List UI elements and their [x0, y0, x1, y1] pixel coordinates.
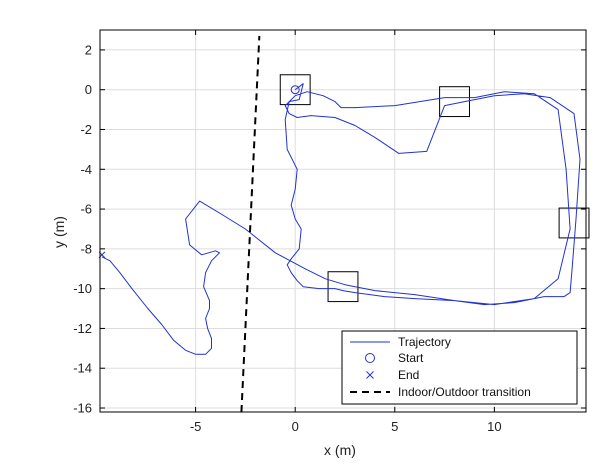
- y-axis-label: y (m): [51, 216, 67, 248]
- y-tick-label-1: 0: [85, 82, 92, 97]
- y-tick-label-3: -4: [80, 162, 92, 177]
- legend-start-marker: [365, 353, 375, 363]
- y-tick-label-6: -10: [73, 281, 92, 296]
- y-tick-label-2: -2: [80, 122, 92, 137]
- x-tick-label-0: -5: [190, 419, 202, 434]
- series-transition-line: [240, 35, 261, 413]
- y-tick-label-4: -6: [80, 202, 92, 217]
- legend: Trajectory Start End Indoor/Outdoor tran…: [341, 330, 578, 405]
- legend-transition-label: Indoor/Outdoor transition: [398, 385, 531, 399]
- data-layer: [98, 35, 590, 413]
- legend-start-label: Start: [398, 351, 424, 365]
- axes-layer: -5 0 5 10 2 0 -2 -4 -6 -8 -10 -12 -14 -16: [73, 29, 587, 434]
- y-tick-label-8: -14: [73, 361, 92, 376]
- legend-end-label: End: [398, 368, 419, 382]
- y-tick-label-7: -12: [73, 321, 92, 336]
- x-tick-label-3: 10: [487, 419, 501, 434]
- start-marker: [290, 85, 300, 95]
- y-tick-label-5: -8: [80, 241, 92, 256]
- label-layer: x (m) y (m): [51, 216, 356, 458]
- grid-layer: [100, 30, 586, 412]
- region-box-3: [327, 271, 359, 303]
- x-tick-label-1: 0: [292, 419, 299, 434]
- region-box-1: [439, 86, 470, 118]
- legend-trajectory-label: Trajectory: [398, 335, 451, 349]
- y-tick-label-9: -16: [73, 401, 92, 416]
- plot-frame: [99, 29, 587, 413]
- series-trajectory-line: [101, 83, 581, 355]
- y-tick-label-0: 2: [85, 42, 92, 57]
- x-tick-label-2: 5: [391, 419, 398, 434]
- legend-box: [341, 330, 578, 405]
- x-axis-label: x (m): [324, 442, 356, 458]
- region-box-0: [279, 74, 311, 106]
- legend-end-marker: [366, 371, 374, 379]
